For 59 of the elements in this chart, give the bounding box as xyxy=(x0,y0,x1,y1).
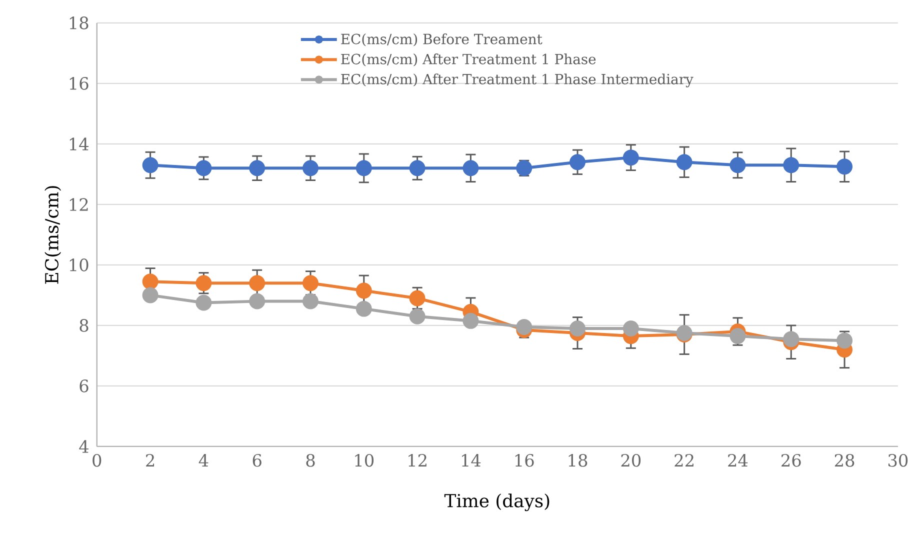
point xyxy=(196,274,212,291)
legend-label: EC(ms/cm) After Treatment 1 Phase xyxy=(341,53,596,66)
point xyxy=(409,290,426,306)
point xyxy=(302,293,318,310)
x-tick-label: 16 xyxy=(515,454,534,467)
y-tick-label: 18 xyxy=(70,16,88,30)
y-tick-label: 4 xyxy=(79,440,89,453)
point xyxy=(356,160,372,176)
x-tick-label: 18 xyxy=(568,454,588,467)
x-tick-label: 4 xyxy=(198,454,208,466)
point xyxy=(570,154,586,170)
point xyxy=(196,160,212,176)
point xyxy=(196,294,212,311)
point xyxy=(356,300,372,317)
point xyxy=(142,287,158,304)
point xyxy=(462,312,479,329)
y-tick-label: 8 xyxy=(80,318,88,332)
point xyxy=(783,156,800,173)
x-axis-title: Time (days) xyxy=(444,493,550,511)
point xyxy=(249,160,266,176)
x-tick-label: 26 xyxy=(782,454,801,467)
legend-label: EC(ms/cm) After Treatment 1 Phase Intermediary xyxy=(341,73,694,88)
point xyxy=(836,158,853,174)
point xyxy=(356,282,372,298)
point xyxy=(622,149,639,166)
point xyxy=(142,156,158,173)
x-tick-label: 28 xyxy=(834,454,854,467)
point xyxy=(302,160,318,176)
y-axis-title: EC(ms/cm) xyxy=(44,186,62,284)
x-tick-label: 22 xyxy=(674,454,694,466)
point xyxy=(516,318,532,335)
y-tick-label: 16 xyxy=(70,76,88,90)
x-tick-label: 6 xyxy=(252,454,262,467)
point xyxy=(409,160,426,176)
point xyxy=(783,330,800,347)
x-tick-label: 2 xyxy=(146,454,154,466)
point xyxy=(622,320,639,336)
point xyxy=(730,156,746,173)
y-tick-label: 14 xyxy=(70,138,89,150)
point xyxy=(249,274,266,291)
legend-label: EC(ms/cm) Before Treament xyxy=(341,33,542,46)
x-tick-label: 10 xyxy=(355,454,374,467)
x-tick-label: 0 xyxy=(92,454,102,467)
y-tick-label: 6 xyxy=(80,379,88,392)
x-tick-label: 12 xyxy=(408,454,426,466)
x-tick-label: 24 xyxy=(728,454,748,466)
point xyxy=(302,274,318,291)
y-tick-label: 12 xyxy=(70,198,88,211)
x-tick-label: 20 xyxy=(621,454,641,467)
point xyxy=(142,273,158,290)
y-tick-label: 10 xyxy=(70,258,88,272)
x-tick-label: 30 xyxy=(888,454,908,467)
x-tick-label: 14 xyxy=(462,454,481,466)
point xyxy=(462,160,479,176)
x-tick-label: 8 xyxy=(306,454,315,467)
point xyxy=(409,308,426,324)
point xyxy=(249,293,266,310)
point xyxy=(570,320,586,336)
point xyxy=(676,154,692,170)
